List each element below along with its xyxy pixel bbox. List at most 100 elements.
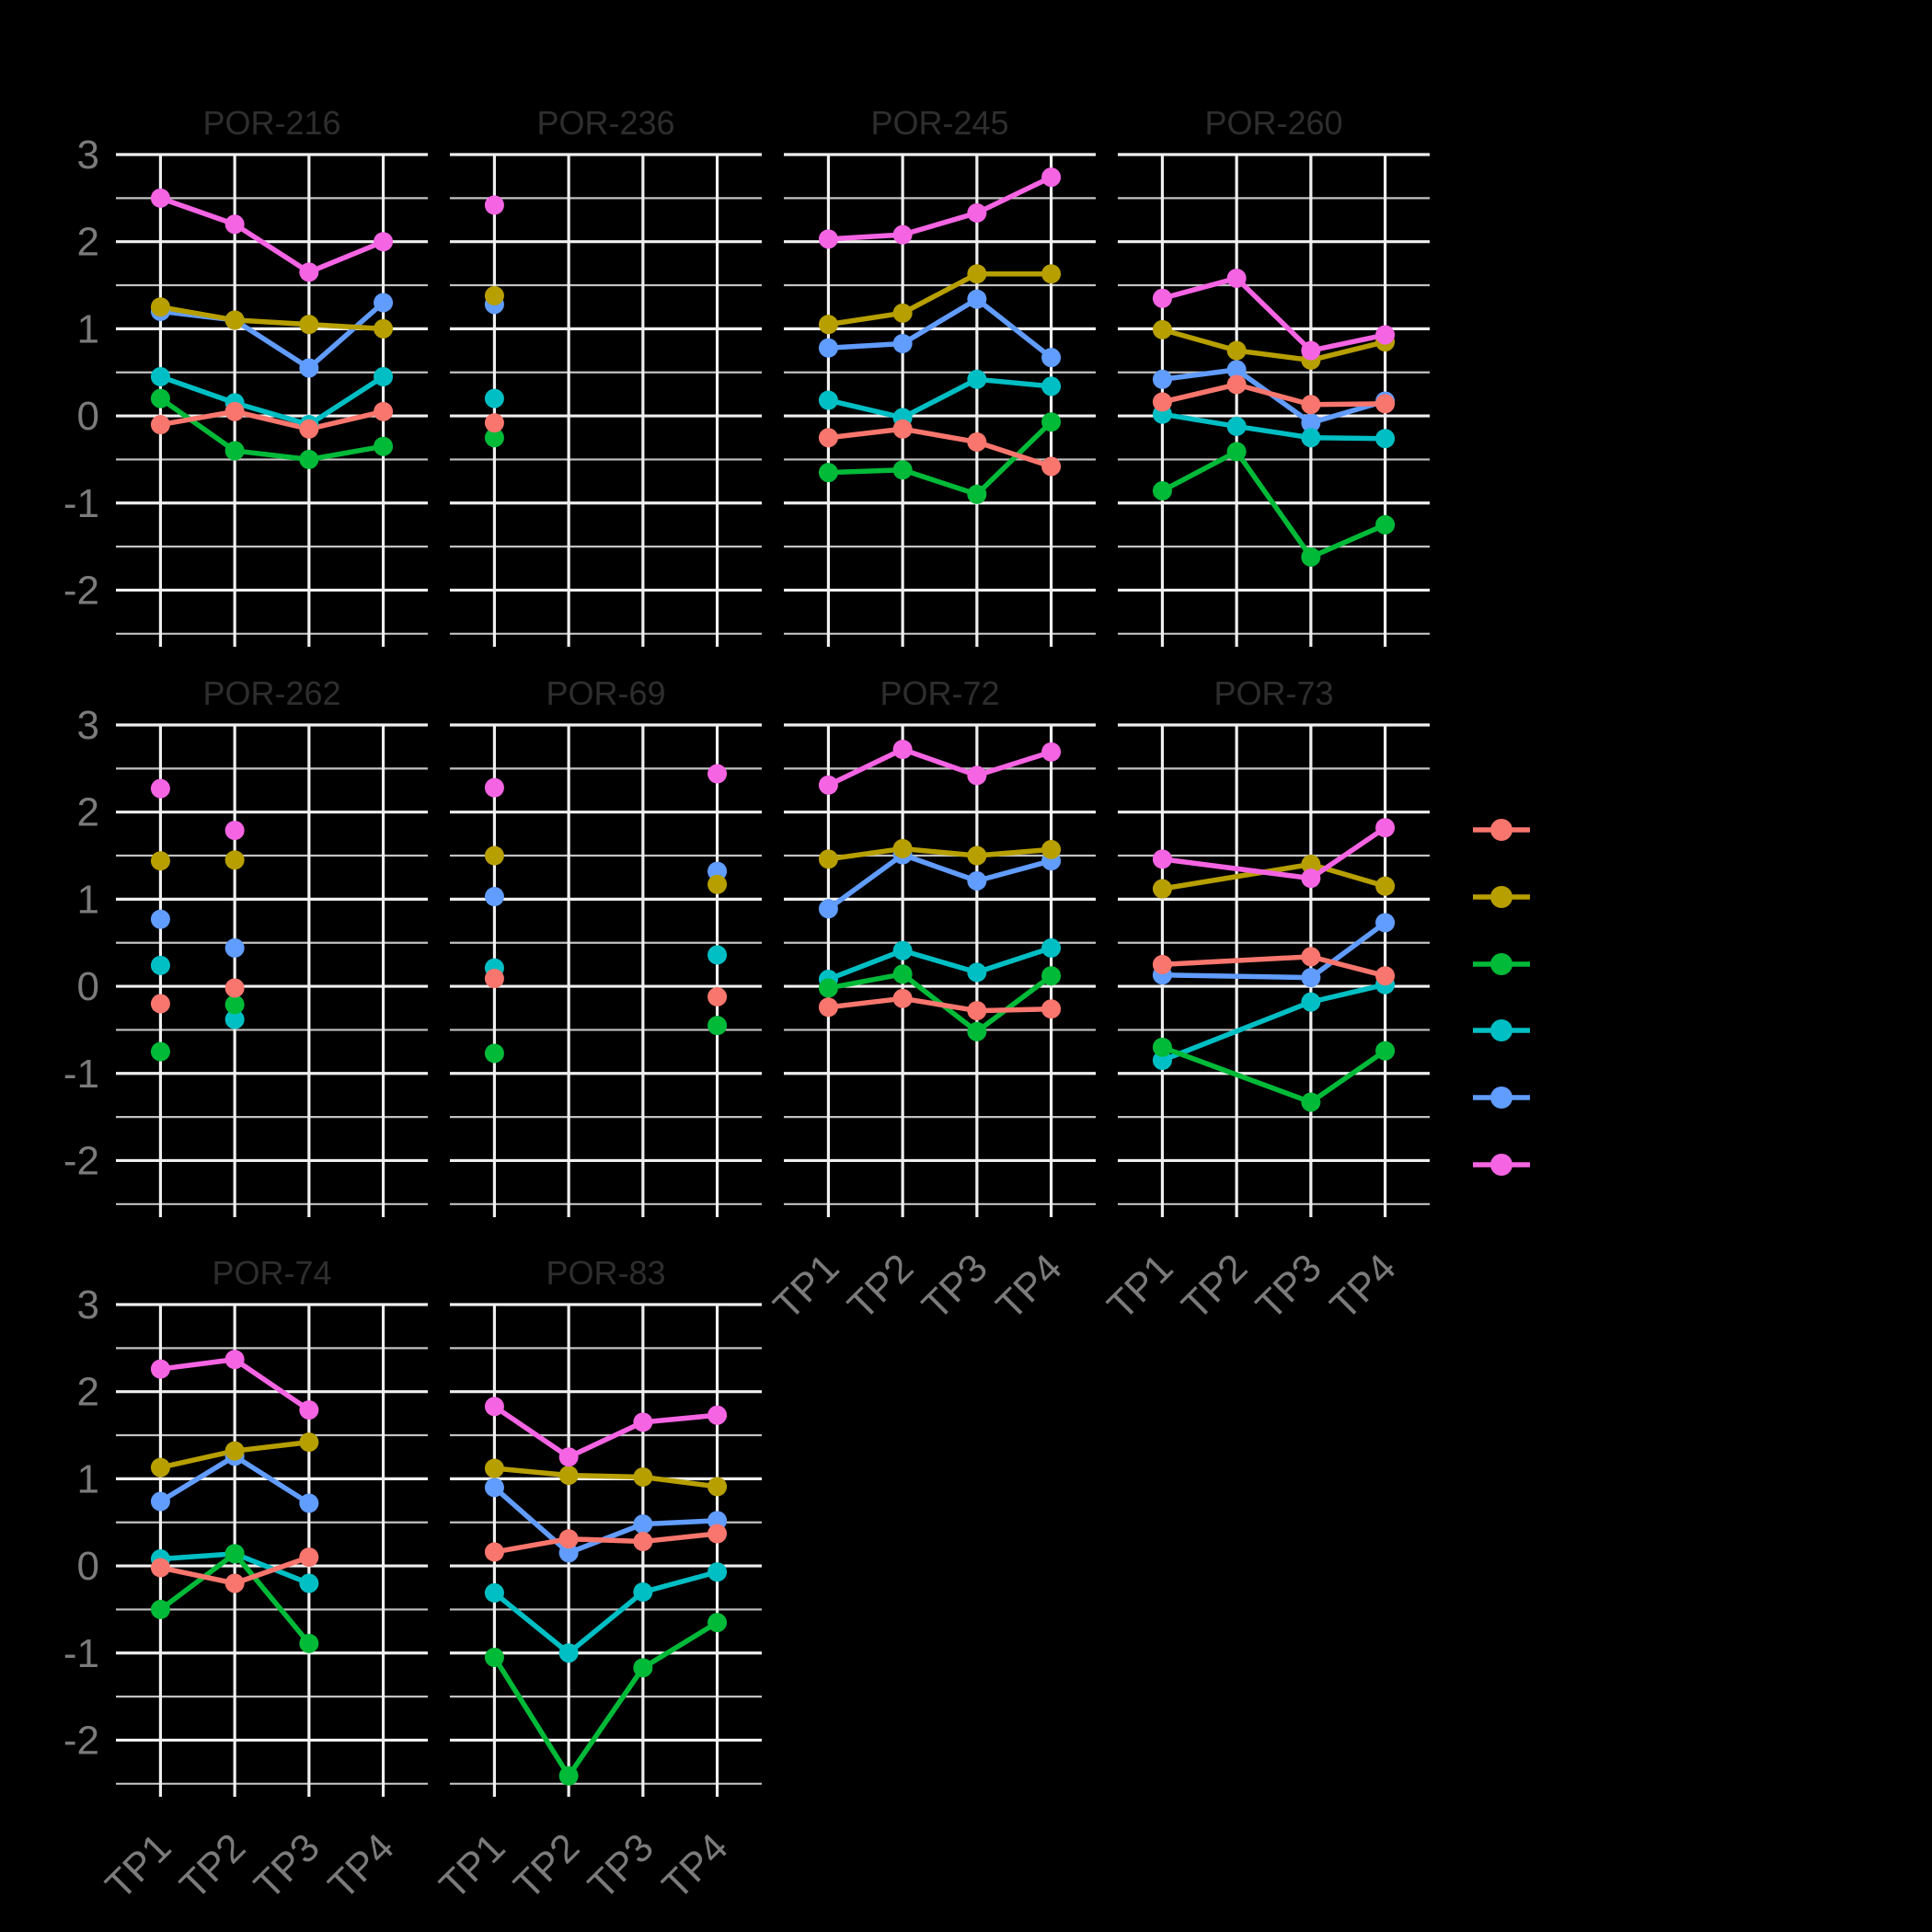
data-point-magenta <box>150 1359 170 1379</box>
y-tick-label: 1 <box>77 306 99 351</box>
data-point-green <box>892 460 913 480</box>
y-tick-label: 1 <box>77 877 99 922</box>
series-line-salmon <box>825 995 1054 1014</box>
data-point-green <box>224 441 245 461</box>
data-point-magenta <box>484 1397 504 1417</box>
data-point-magenta <box>558 1447 579 1467</box>
data-point-green <box>150 1599 170 1619</box>
series-line-magenta <box>825 174 1054 242</box>
data-point-green <box>818 978 838 998</box>
data-point-salmon <box>892 419 913 439</box>
series-line-olive <box>157 304 386 332</box>
data-point-salmon <box>374 401 394 421</box>
data-point-magenta <box>892 740 913 760</box>
series-line-olive <box>825 270 1054 328</box>
y-tick-label: 0 <box>77 394 99 439</box>
series-line-magenta <box>1159 275 1388 353</box>
data-point-salmon <box>299 1547 319 1568</box>
data-point-olive <box>224 850 245 870</box>
data-point-magenta <box>224 1350 245 1370</box>
data-point-green <box>374 436 394 456</box>
y-tick-label: -2 <box>63 1718 99 1763</box>
data-point-salmon <box>224 978 245 998</box>
panel-title: POR-83 <box>546 1254 665 1292</box>
data-point-olive <box>299 1432 319 1453</box>
x-tick-label: TP2 <box>839 1246 922 1328</box>
x-tick-label: TP2 <box>171 1825 254 1908</box>
data-point-salmon <box>818 428 838 448</box>
data-point-magenta <box>818 229 838 249</box>
series-line-teal <box>1159 411 1388 442</box>
data-point-olive <box>224 310 245 330</box>
panel-POR-262: POR-262 3 2 1 0 -1 -2 <box>63 674 341 1183</box>
data-point-teal <box>484 388 504 408</box>
y-tick-label: 1 <box>77 1456 99 1501</box>
panel-POR-69: POR-69 <box>484 674 728 1064</box>
data-point-blue <box>150 1491 170 1512</box>
y-tick-label: 2 <box>77 790 99 835</box>
x-tick-label: TP1 <box>1099 1246 1182 1328</box>
data-point-olive <box>633 1466 653 1487</box>
x-tick-label: TP3 <box>580 1825 662 1908</box>
data-point-olive <box>1375 876 1396 896</box>
legend-key-olive <box>1473 886 1530 908</box>
x-tick-label: TP1 <box>98 1825 180 1908</box>
series-line-teal <box>157 374 386 428</box>
panel-POR-236: POR-236 <box>484 104 675 448</box>
legend-key-teal <box>1473 1019 1530 1041</box>
data-point-blue <box>374 293 394 313</box>
series-line-olive <box>1159 861 1388 891</box>
data-point-teal <box>707 1562 728 1582</box>
data-point-magenta <box>150 188 170 208</box>
data-point-blue <box>1041 348 1062 368</box>
data-point-blue <box>1226 360 1247 380</box>
data-point-blue <box>818 338 838 358</box>
data-point-magenta <box>707 1405 728 1425</box>
series-line-magenta <box>825 746 1054 788</box>
data-point-green <box>299 1633 319 1653</box>
data-point-magenta <box>484 195 504 215</box>
data-point-salmon <box>299 419 319 439</box>
panel-title: POR-236 <box>536 104 674 142</box>
series-line-magenta <box>157 195 386 275</box>
data-point-olive <box>818 849 838 869</box>
data-point-teal <box>818 390 838 410</box>
data-point-magenta <box>1041 167 1062 188</box>
data-point-salmon <box>707 1524 728 1544</box>
data-point-olive <box>484 285 504 305</box>
data-point-teal <box>150 366 170 386</box>
legend <box>1473 819 1530 1176</box>
data-point-green <box>1041 412 1062 432</box>
data-point-olive <box>150 851 170 871</box>
series-line-blue <box>825 296 1054 361</box>
data-point-teal <box>484 1582 504 1603</box>
data-point-green <box>967 1021 987 1041</box>
data-point-magenta <box>1301 868 1321 889</box>
data-point-olive <box>1301 855 1321 875</box>
data-point-olive <box>484 845 504 866</box>
y-tick-label: -1 <box>63 1052 99 1097</box>
data-point-green <box>1152 481 1172 501</box>
panel-title: POR-73 <box>1213 674 1333 712</box>
data-point-green <box>633 1658 653 1678</box>
data-point-salmon <box>150 1558 170 1578</box>
panel-title: POR-262 <box>202 674 340 712</box>
data-point-magenta <box>818 775 838 795</box>
data-point-teal <box>892 940 913 960</box>
panel-POR-216: POR-216 3 2 1 0 -1 -2 <box>63 104 394 613</box>
data-point-salmon <box>1226 374 1247 395</box>
data-point-salmon <box>707 986 728 1006</box>
data-point-salmon <box>224 401 245 421</box>
x-tick-label: TP4 <box>1322 1246 1405 1328</box>
data-point-olive <box>1152 879 1172 899</box>
data-point-olive <box>892 303 913 323</box>
data-point-salmon <box>1152 954 1172 974</box>
series-line-green <box>1159 449 1388 560</box>
data-point-salmon <box>967 1001 987 1021</box>
data-point-blue <box>1152 369 1172 389</box>
data-point-teal <box>1041 376 1062 397</box>
data-point-salmon <box>484 413 504 433</box>
data-point-magenta <box>707 764 728 784</box>
